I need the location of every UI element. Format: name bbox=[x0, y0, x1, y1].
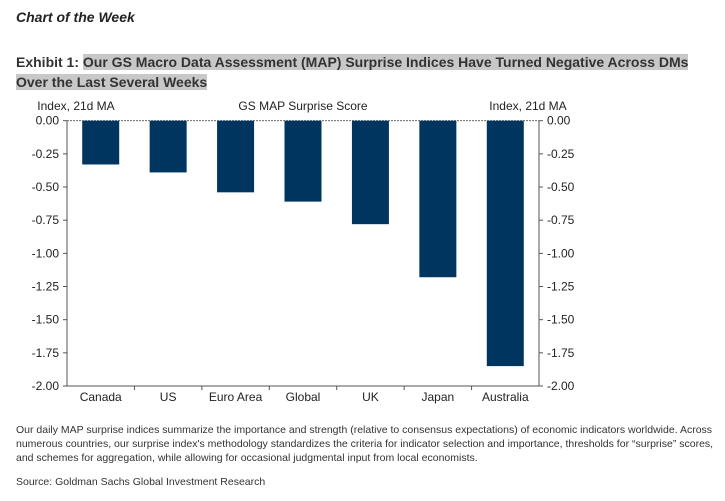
y-tick-label-left: -1.50 bbox=[32, 313, 60, 327]
bar-us bbox=[149, 120, 187, 173]
bar-global bbox=[284, 120, 322, 202]
source-note: Source: Goldman Sachs Global Investment … bbox=[16, 476, 266, 488]
y-axis-label-right: Index, 21d MA bbox=[489, 99, 566, 113]
y-tick-label-right: -0.25 bbox=[547, 147, 575, 161]
y-tick-label-right: -1.25 bbox=[547, 280, 575, 294]
x-tick-label: Euro Area bbox=[209, 390, 263, 404]
y-tick-label-left: -0.25 bbox=[32, 147, 60, 161]
bar-japan bbox=[419, 120, 457, 278]
bar-australia bbox=[486, 120, 524, 367]
y-tick-label-right: -0.75 bbox=[547, 213, 575, 227]
y-axis-label-left: Index, 21d MA bbox=[37, 99, 114, 113]
bar-chart: GS MAP Surprise Score Index, 21d MA Index,… bbox=[32, 99, 575, 404]
y-tick-label-left: -0.50 bbox=[32, 180, 60, 194]
y-tick-label-left: -0.75 bbox=[32, 213, 60, 227]
x-tick-label: Australia bbox=[482, 390, 529, 404]
y-tick-label-left: -1.25 bbox=[32, 280, 60, 294]
x-tick-label: Japan bbox=[422, 390, 455, 404]
y-tick-label-left: -2.00 bbox=[32, 379, 60, 393]
y-tick-label-right: -1.50 bbox=[547, 313, 575, 327]
y-tick-label-right: 0.00 bbox=[547, 114, 571, 128]
x-tick-label: Canada bbox=[80, 390, 122, 404]
y-tick-label-right: -1.75 bbox=[547, 346, 575, 360]
bar-canada bbox=[82, 120, 120, 165]
exhibit-title: Exhibit 1: Our GS Macro Data Assessment … bbox=[16, 52, 716, 92]
y-tick-label-left: -1.00 bbox=[32, 246, 60, 260]
exhibit-label: Exhibit 1: bbox=[16, 54, 80, 70]
x-tick-label: US bbox=[160, 390, 177, 404]
footnote: Our daily MAP surprise indices summarize… bbox=[16, 424, 714, 464]
y-tick-label-right: -1.00 bbox=[547, 246, 575, 260]
x-tick-label: UK bbox=[362, 390, 379, 404]
y-tick-label-left: -1.75 bbox=[32, 346, 60, 360]
y-tick-label-left: 0.00 bbox=[36, 114, 60, 128]
chart-title: GS MAP Surprise Score bbox=[238, 99, 367, 113]
y-tick-label-right: -0.50 bbox=[547, 180, 575, 194]
bar-uk bbox=[351, 120, 389, 225]
x-tick-label: Global bbox=[286, 390, 321, 404]
bar-euro-area bbox=[217, 120, 255, 193]
y-tick-label-right: -2.00 bbox=[547, 379, 575, 393]
section-title: Chart of the Week bbox=[16, 9, 135, 25]
